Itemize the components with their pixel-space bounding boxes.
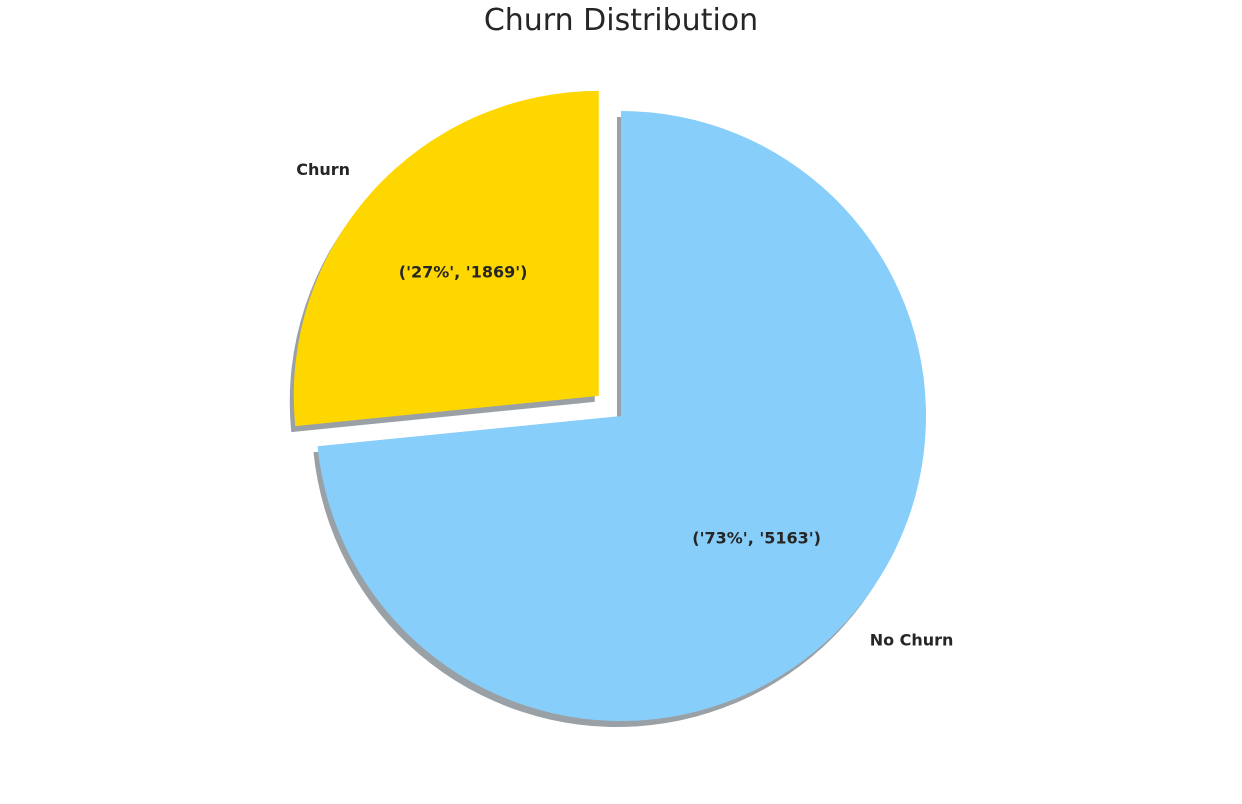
label-layer: Churn ('27%', '1869') No Churn ('73%', '516… — [296, 160, 953, 650]
slice-value-label-no-churn: ('73%', '5163') — [692, 528, 821, 547]
pie-slice-churn — [293, 90, 599, 427]
slice-label-churn: Churn — [296, 160, 350, 179]
slice-layer — [293, 90, 926, 721]
pie-slice-no-churn — [317, 111, 926, 721]
chart-title: Churn Distribution — [484, 3, 758, 38]
slice-label-no-churn: No Churn — [870, 631, 954, 650]
slice-value-label-churn: ('27%', '1869') — [399, 263, 528, 282]
